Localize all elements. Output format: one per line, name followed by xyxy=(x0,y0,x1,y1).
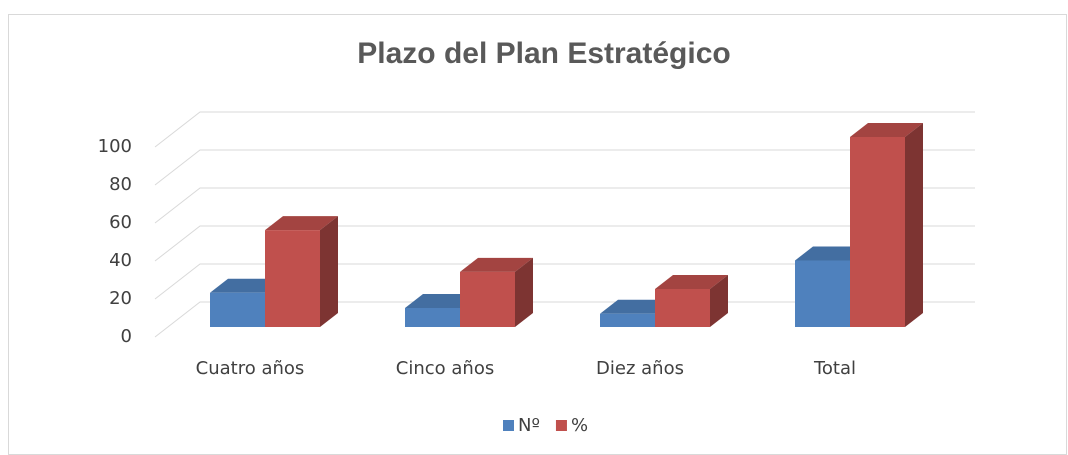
bar-face xyxy=(210,292,265,327)
bar-face xyxy=(795,260,850,327)
bar-face xyxy=(515,257,533,327)
bar-face xyxy=(320,216,338,327)
bar xyxy=(265,216,338,327)
bar-face xyxy=(850,123,923,137)
legend-label: % xyxy=(571,415,588,436)
bar xyxy=(460,257,533,327)
x-tick-label: Diez años xyxy=(596,358,684,379)
bar xyxy=(850,123,923,327)
bar-face xyxy=(655,275,728,289)
grid-line xyxy=(154,263,975,300)
y-tick-label: 20 xyxy=(109,288,132,309)
y-tick-label: 80 xyxy=(109,174,132,195)
bar-face xyxy=(265,230,320,327)
x-tick-label: Total xyxy=(813,358,856,379)
bar-face xyxy=(405,294,478,308)
bar-face xyxy=(795,246,868,261)
bar-face xyxy=(405,308,460,327)
bar-face xyxy=(265,216,338,231)
legend-label: Nº xyxy=(518,415,540,436)
grid-line xyxy=(154,149,975,186)
y-tick-label: 60 xyxy=(109,212,132,233)
bar-face xyxy=(905,123,923,327)
bar-face xyxy=(600,299,673,314)
y-tick-label: 40 xyxy=(109,250,132,271)
y-tick-label: 0 xyxy=(121,326,132,347)
grid-line xyxy=(154,187,975,224)
bar xyxy=(655,275,728,327)
grid-line xyxy=(154,225,975,262)
bar-face xyxy=(460,271,515,327)
bar-face xyxy=(460,257,533,272)
grid-line xyxy=(154,111,975,148)
x-tick-label: Cuatro años xyxy=(196,358,305,379)
bar-face xyxy=(655,289,710,327)
bar-face xyxy=(850,137,905,327)
x-tick-label: Cinco años xyxy=(396,358,494,379)
legend-swatch xyxy=(555,420,567,431)
legend-swatch xyxy=(503,420,514,431)
bar-face xyxy=(600,313,655,327)
chart-title: Plazo del Plan Estratégico xyxy=(357,37,730,70)
bar-face xyxy=(210,278,283,293)
bar-face xyxy=(710,275,728,327)
y-tick-label: 100 xyxy=(98,136,132,157)
